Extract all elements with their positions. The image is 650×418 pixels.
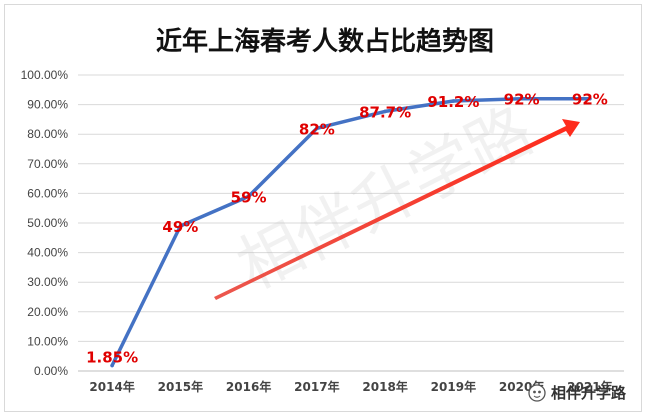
y-axis: 0.00% 10.00% 20.00% 30.00% 40.00% 50.00% 60.00… xyxy=(21,68,69,378)
y-tick-label: 60.00% xyxy=(27,186,68,200)
x-tick-label: 2016年 xyxy=(226,379,271,394)
data-label: 92% xyxy=(572,91,608,109)
data-point xyxy=(178,224,183,228)
data-label: 92% xyxy=(504,91,540,109)
data-label: 91.2% xyxy=(427,93,479,111)
x-axis: 2014年 2015年 2016年 2017年 2018年 2019年 2020年 2021年 xyxy=(89,379,612,394)
data-label: 87.7% xyxy=(359,103,411,121)
data-point xyxy=(588,96,592,101)
data-point xyxy=(246,194,251,199)
x-tick-label: 2019年 xyxy=(431,379,476,394)
y-tick-label: 90.00% xyxy=(27,98,68,112)
data-point xyxy=(110,363,114,368)
x-tick-label: 2017年 xyxy=(294,379,339,394)
series-layer xyxy=(110,96,592,368)
chart-frame xyxy=(4,4,642,412)
logo-text: 相伴升学路 xyxy=(551,384,627,402)
y-tick-label: 80.00% xyxy=(27,127,68,141)
y-tick-label: 20.00% xyxy=(27,305,68,319)
y-tick-label: 0.00% xyxy=(34,364,68,378)
data-label: 49% xyxy=(162,218,198,236)
y-tick-label: 50.00% xyxy=(27,216,68,230)
data-label: 59% xyxy=(231,188,267,206)
chart-title: 近年上海春考人数占比趋势图 xyxy=(156,26,494,57)
y-tick-label: 70.00% xyxy=(27,157,68,171)
data-point xyxy=(519,96,524,101)
data-point xyxy=(383,109,387,114)
data-label: 82% xyxy=(299,120,335,138)
data-point xyxy=(315,126,319,131)
y-tick-label: 40.00% xyxy=(27,246,68,260)
x-tick-label: 2018年 xyxy=(362,379,407,394)
x-tick-label: 2014年 xyxy=(89,379,134,394)
y-tick-label: 10.00% xyxy=(27,334,68,348)
gridlines xyxy=(78,74,624,372)
trend-arrow xyxy=(214,119,580,300)
series-line xyxy=(110,96,592,368)
watermark: 相伴升学路 xyxy=(226,94,545,305)
logo: 相伴升学路 xyxy=(528,384,627,402)
wechat-icon xyxy=(528,384,546,402)
x-tick-label: 2015年 xyxy=(158,379,203,394)
data-label: 1.85% xyxy=(86,349,138,367)
x-tick-label: 2021年 xyxy=(567,379,612,394)
y-tick-label: 30.00% xyxy=(27,275,68,289)
data-point xyxy=(451,99,456,103)
data-labels: 1.85% 49% 59% 82% 87.7% 91.2% 92% 92% xyxy=(86,91,608,367)
y-tick-label: 100.00% xyxy=(21,68,69,82)
